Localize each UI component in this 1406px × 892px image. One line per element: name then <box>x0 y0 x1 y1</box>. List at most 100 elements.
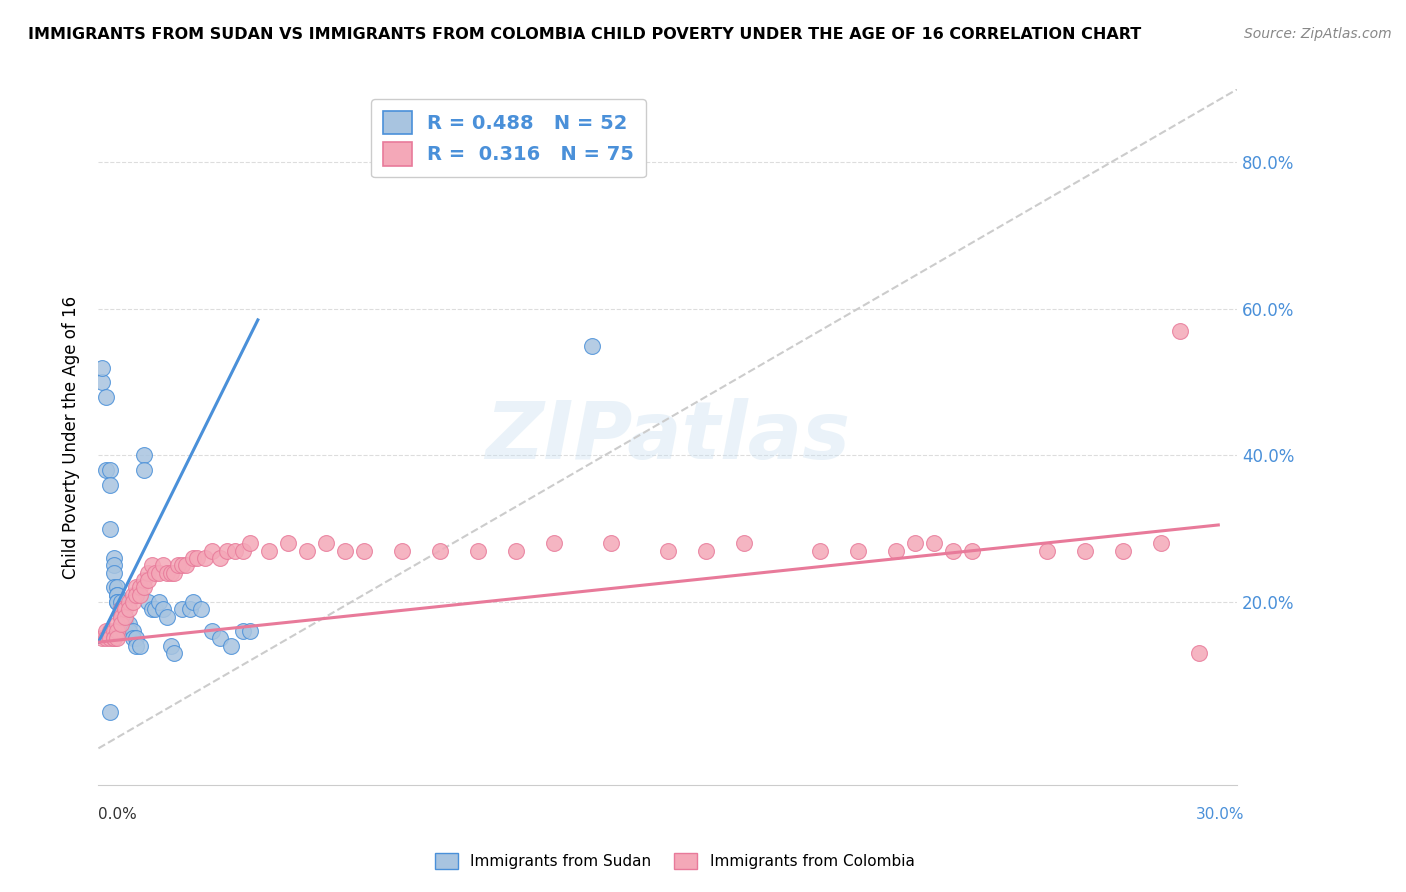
Point <box>98 463 121 477</box>
Text: Source: ZipAtlas.com: Source: ZipAtlas.com <box>1244 27 1392 41</box>
Point <box>163 646 186 660</box>
Point <box>148 566 170 580</box>
Point <box>733 536 755 550</box>
Point <box>1170 324 1192 338</box>
Point <box>170 602 193 616</box>
Point <box>159 639 181 653</box>
Point <box>145 566 167 580</box>
Point <box>467 543 489 558</box>
Point <box>107 588 129 602</box>
Point <box>91 360 114 375</box>
Point <box>114 616 136 631</box>
Point <box>132 573 155 587</box>
Point <box>125 580 148 594</box>
Point <box>148 595 170 609</box>
Point <box>1150 536 1173 550</box>
Point <box>335 543 357 558</box>
Point <box>136 573 159 587</box>
Point <box>1074 543 1097 558</box>
Point <box>110 602 132 616</box>
Point <box>808 543 831 558</box>
Point <box>259 543 281 558</box>
Point <box>129 639 152 653</box>
Point <box>114 602 136 616</box>
Point <box>208 632 231 646</box>
Point <box>581 338 603 352</box>
Point <box>942 543 965 558</box>
Point <box>159 566 181 580</box>
Point <box>315 536 337 550</box>
Point <box>1188 646 1211 660</box>
Point <box>132 449 155 463</box>
Point <box>391 543 413 558</box>
Point <box>156 566 179 580</box>
Point <box>657 543 679 558</box>
Point <box>118 595 141 609</box>
Point <box>121 595 143 609</box>
Point <box>107 595 129 609</box>
Point <box>121 632 143 646</box>
Point <box>224 543 246 558</box>
Point <box>600 536 623 550</box>
Point <box>922 536 945 550</box>
Point <box>695 543 717 558</box>
Point <box>163 566 186 580</box>
Point <box>110 609 132 624</box>
Point <box>152 558 174 573</box>
Point <box>121 588 143 602</box>
Point <box>170 558 193 573</box>
Text: 0.0%: 0.0% <box>98 807 138 822</box>
Point <box>429 543 451 558</box>
Point <box>201 543 224 558</box>
Point <box>884 543 907 558</box>
Point <box>232 543 254 558</box>
Point <box>1036 543 1059 558</box>
Point <box>232 624 254 639</box>
Point <box>239 624 262 639</box>
Point <box>186 550 208 565</box>
Point <box>114 616 136 631</box>
Point <box>136 566 159 580</box>
Point <box>107 616 129 631</box>
Point <box>107 632 129 646</box>
Point <box>107 624 129 639</box>
Point <box>121 624 143 639</box>
Point <box>107 588 129 602</box>
Point <box>277 536 299 550</box>
Point <box>129 580 152 594</box>
Point <box>167 558 190 573</box>
Point <box>125 632 148 646</box>
Point <box>152 602 174 616</box>
Point <box>103 580 125 594</box>
Y-axis label: Child Poverty Under the Age of 16: Child Poverty Under the Age of 16 <box>62 295 80 579</box>
Point <box>1112 543 1135 558</box>
Point <box>132 463 155 477</box>
Point <box>114 609 136 624</box>
Point <box>98 705 121 719</box>
Text: 30.0%: 30.0% <box>1197 807 1244 822</box>
Point <box>103 550 125 565</box>
Point <box>110 595 132 609</box>
Point <box>141 602 163 616</box>
Point <box>94 624 117 639</box>
Point <box>103 566 125 580</box>
Legend: Immigrants from Sudan, Immigrants from Colombia: Immigrants from Sudan, Immigrants from C… <box>429 847 921 875</box>
Point <box>98 477 121 491</box>
Point <box>174 558 197 573</box>
Point <box>221 639 243 653</box>
Point <box>118 624 141 639</box>
Point <box>118 624 141 639</box>
Point <box>103 632 125 646</box>
Point <box>98 624 121 639</box>
Point <box>183 595 205 609</box>
Point <box>179 602 201 616</box>
Point <box>201 624 224 639</box>
Point <box>156 609 179 624</box>
Point <box>107 580 129 594</box>
Text: IMMIGRANTS FROM SUDAN VS IMMIGRANTS FROM COLOMBIA CHILD POVERTY UNDER THE AGE OF: IMMIGRANTS FROM SUDAN VS IMMIGRANTS FROM… <box>28 27 1142 42</box>
Point <box>118 602 141 616</box>
Point <box>91 632 114 646</box>
Point <box>103 558 125 573</box>
Point <box>353 543 375 558</box>
Point <box>103 632 125 646</box>
